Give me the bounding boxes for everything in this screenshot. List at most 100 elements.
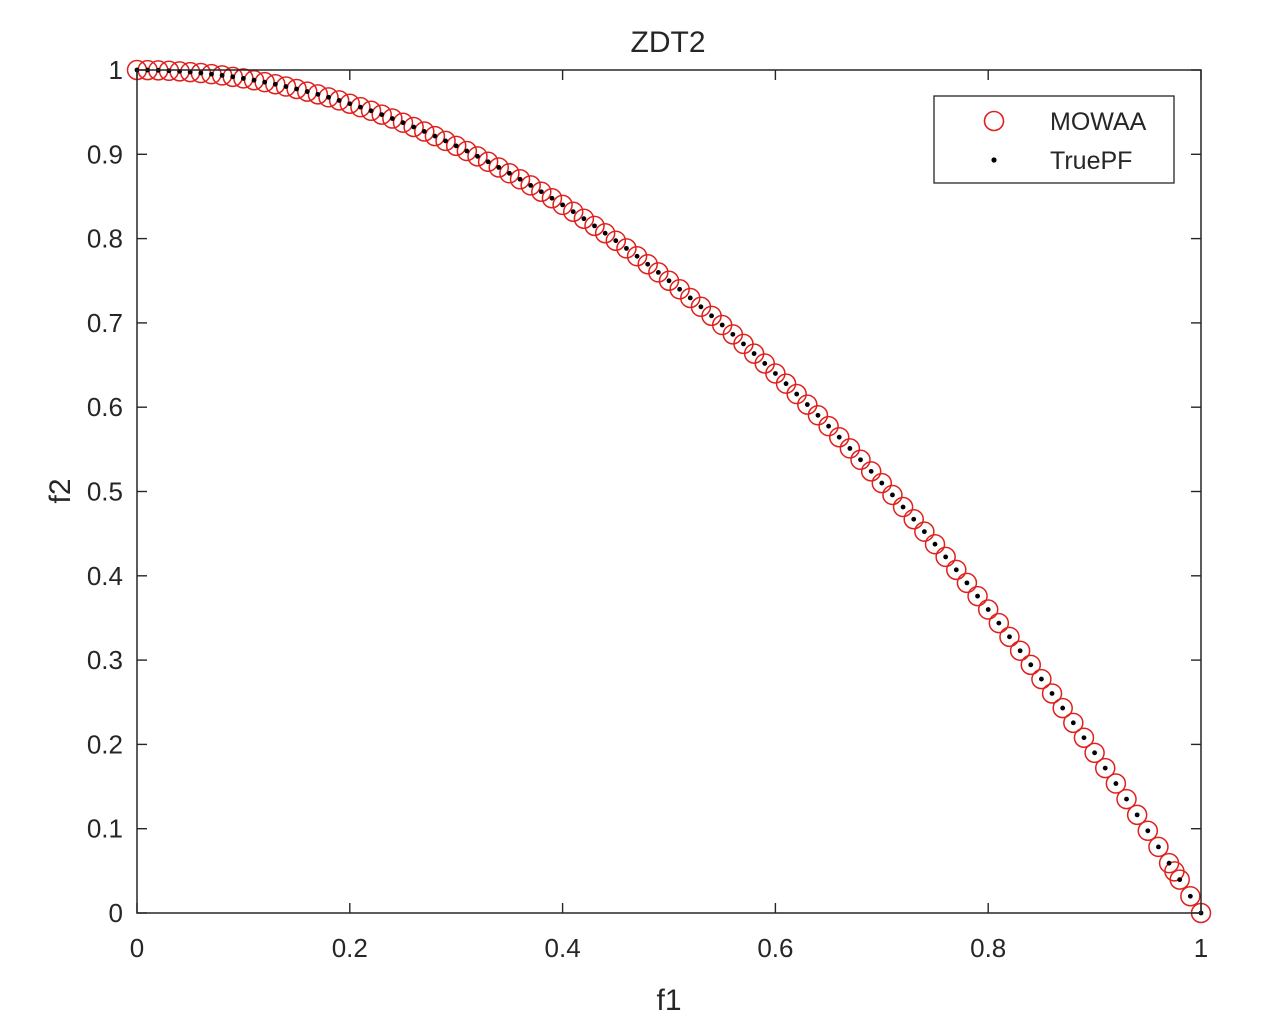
mowaa-point [903,508,924,530]
mowaa-point [339,93,361,114]
truepf-point [687,295,693,301]
mowaa-point [988,612,1010,634]
x-tick-label: 0.2 [332,933,368,963]
truepf-point [336,98,342,103]
legend-marker-mowaa [983,110,1005,132]
truepf-point [741,341,746,347]
mowaa-point [828,426,850,448]
legend-label-mowaa: MOWAA [1050,108,1147,136]
mowaa-point [1094,757,1116,779]
truepf-point [719,322,725,328]
mowaa-point [797,394,818,415]
legend-box [933,95,1175,184]
truepf-point [890,492,895,498]
truepf-point [294,86,299,92]
truepf-point [219,72,225,78]
truepf-point [666,278,672,284]
mowaa-point [850,449,871,471]
truepf-point [538,189,544,195]
mowaa-point [935,546,956,568]
mowaa-point [807,405,829,426]
truepf-point [698,304,704,310]
truepf-point [975,593,980,599]
truepf-point [1166,860,1172,866]
mowaa-point [296,81,318,102]
truepf-point [1187,893,1193,899]
mowaa-point [456,140,478,162]
mowaa-point [1180,885,1201,907]
mowaa-point [1084,742,1105,764]
truepf-point [443,138,448,144]
mowaa-point [871,472,893,494]
y-axis-label: f2 [44,478,77,503]
truepf-point [783,381,789,387]
truepf-point [847,446,853,451]
truepf-point [804,402,810,407]
truepf-point [230,74,236,80]
truepf-point [315,91,321,97]
mowaa-point [499,163,520,184]
mowaa-point [999,626,1020,648]
truepf-point [198,70,204,76]
truepf-point [1134,812,1140,818]
mowaa-point [371,104,392,125]
truepf-point [730,331,736,337]
mowaa-point [967,585,988,607]
truepf-point [773,371,778,376]
mowaa-point [605,230,627,251]
truepf-point [379,112,385,117]
truepf-point [358,104,363,110]
truepf-point [166,68,172,74]
y-tick-label: 0.3 [87,645,123,675]
truepf-point [453,143,459,149]
chart-title: ZDT2 [631,26,706,59]
truepf-point [368,108,374,114]
x-tick-label: 0 [130,933,144,963]
truepf-point [475,153,480,159]
truepf-point [304,89,310,94]
x-tick-label: 0.4 [545,933,581,963]
mowaa-point [435,130,456,152]
truepf-point [1102,765,1108,771]
truepf-point [517,176,523,182]
mowaa-point [786,383,807,405]
truepf-point [1177,877,1183,883]
mowaa-point [775,373,797,394]
legend: MOWAA TruePF [933,95,1175,184]
mowaa-point [1020,654,1042,676]
mowaa-point [626,245,648,267]
truepf-point [836,434,842,440]
truepf-point [485,159,491,165]
truepf-point [507,170,512,176]
truepf-point [570,209,576,215]
truepf-point [1007,634,1012,640]
mowaa-point [1148,836,1169,858]
mowaa-point [648,262,669,283]
y-tick-label: 0.4 [87,561,123,591]
legend-marker-truepf [991,157,997,163]
truepf-point [826,423,831,429]
truepf-point [1092,750,1097,756]
truepf-point [1017,648,1023,654]
mowaa-point [382,108,403,129]
mowaa-point [765,363,786,384]
mowaa-point [882,484,903,506]
mowaa-point [1137,820,1159,842]
mowaa-point [594,222,616,244]
mowaa-point [424,125,446,147]
mowaa-point [658,270,680,291]
axes-box [136,69,1202,914]
x-axis-label: f1 [656,984,681,1017]
truepf-point [1145,828,1151,834]
truepf-point [464,148,470,154]
truepf-point [677,286,683,292]
mowaa-point [584,215,605,237]
y-tick-label: 0 [109,898,123,928]
truepf-point [751,351,757,356]
truepf-point [283,84,289,89]
mowaa-point [414,121,435,142]
y-tick-label: 0.9 [87,139,123,169]
truepf-point [1039,676,1044,682]
truepf-point [964,580,970,586]
legend-label-truepf: TruePF [1050,147,1132,175]
